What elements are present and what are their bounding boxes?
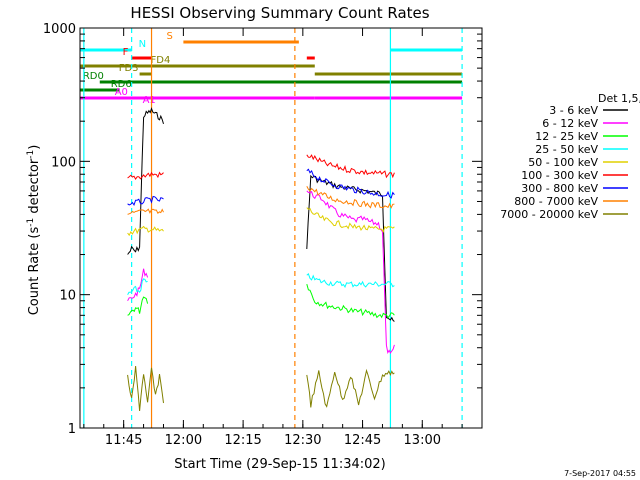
series-path-12-25-kev-1 <box>127 296 149 316</box>
x-tick-label-11-45: 11:45 <box>105 433 142 448</box>
state-label-fd3: FD3 <box>119 63 139 74</box>
series-3-6-kev <box>127 107 395 322</box>
state-label-a0: A0 <box>115 87 128 98</box>
y-axis-label-end: ) <box>27 145 42 150</box>
legend-label-12-25-kev: 12 - 25 keV <box>535 130 598 143</box>
legend-label-6-12-kev: 6 - 12 keV <box>542 117 598 130</box>
series-100-300-kev <box>127 154 395 181</box>
series-path-100-300-kev-2 <box>306 154 395 179</box>
series-path-7000-20000-kev-1 <box>127 366 164 411</box>
series-7000-20000-kev <box>127 366 395 411</box>
series-12-25-kev <box>127 283 395 319</box>
legend-label-7000-20000-kev: 7000 - 20000 keV <box>500 208 598 221</box>
series-path-50-100-kev-2 <box>306 207 395 233</box>
series-path-300-800-kev-2 <box>306 168 395 199</box>
legend-label-25-50-kev: 25 - 50 keV <box>535 143 598 156</box>
legend-label-50-100-kev: 50 - 100 keV <box>528 156 598 169</box>
series-300-800-kev <box>127 168 395 207</box>
x-axis-label: Start Time (29-Sep-15 11:34:02) <box>174 457 385 472</box>
state-label-rd0: RD0 <box>83 71 104 82</box>
state-label-f: F <box>123 47 129 58</box>
series-path-12-25-kev-2 <box>306 283 395 319</box>
series-50-100-kev <box>127 207 395 237</box>
y-axis: 1 10 100 1000 <box>43 22 482 437</box>
x-tick-label-13-00: 13:00 <box>404 433 441 448</box>
x-tick-label-12-15: 12:15 <box>224 433 261 448</box>
chart-title: HESSI Observing Summary Count Rates <box>130 4 429 22</box>
series-path-800-7000-kev-2 <box>306 186 395 209</box>
y-axis-label-sup2: -1 <box>26 150 36 159</box>
y-tick-label-100: 100 <box>51 155 76 170</box>
series-800-7000-kev <box>127 186 395 215</box>
y-tick-label-1: 1 <box>68 422 76 437</box>
y-axis-label-sup1: -1 <box>26 218 36 227</box>
y-axis-label-mid: detector <box>27 158 42 218</box>
state-label-a1: A1 <box>143 95 156 106</box>
series-path-6-12-kev-2 <box>306 190 395 354</box>
state-label-n: N <box>139 39 146 50</box>
plot-frame <box>79 27 483 429</box>
series-path-3-6-kev-1 <box>127 107 164 255</box>
y-tick-label-1000: 1000 <box>43 22 76 37</box>
series-6-12-kev <box>127 190 395 354</box>
series-path-25-50-kev-2 <box>306 272 395 288</box>
series-path-50-100-kev-1 <box>127 225 164 237</box>
x-tick-label-12-00: 12:00 <box>165 433 202 448</box>
timestamp-stamp: 7-Sep-2017 04:55 <box>564 469 636 478</box>
legend-label-800-7000-kev: 800 - 7000 keV <box>514 195 598 208</box>
legend-label-100-300-kev: 100 - 300 keV <box>521 169 598 182</box>
series-path-300-800-kev-1 <box>127 195 164 207</box>
series-25-50-kev <box>127 272 395 295</box>
x-tick-label-12-45: 12:45 <box>344 433 381 448</box>
series-layer <box>127 107 395 411</box>
legend-label-300-800-kev: 300 - 800 keV <box>521 182 598 195</box>
state-label-rd6: RD6 <box>111 79 132 90</box>
boundary-lines <box>83 28 463 428</box>
x-tick-label-12-30: 12:30 <box>284 433 321 448</box>
series-path-25-50-kev-1 <box>127 278 148 295</box>
series-path-7000-20000-kev-2 <box>306 368 395 408</box>
state-label-s: S <box>166 31 172 42</box>
y-axis-label-main: Count Rate (s <box>27 227 42 316</box>
x-axis: 11:45 12:00 12:15 12:30 12:45 13:00 <box>83 28 483 448</box>
y-axis-label: Count Rate (s-1 detector-1) <box>26 145 42 316</box>
series-path-100-300-kev-1 <box>127 171 164 181</box>
y-tick-label-10: 10 <box>59 289 76 304</box>
series-path-800-7000-kev-1 <box>127 208 164 215</box>
legend-title: Det 1,5,7 <box>598 92 640 105</box>
state-label-fd4: FD4 <box>151 55 171 66</box>
legend-label-3-6-kev: 3 - 6 keV <box>549 104 598 117</box>
series-path-6-12-kev-1 <box>127 268 149 302</box>
